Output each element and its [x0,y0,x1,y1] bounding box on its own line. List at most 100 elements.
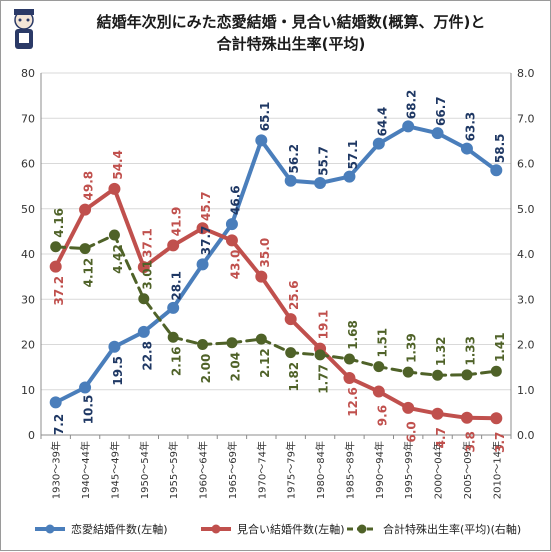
data-label: 41.9 [170,207,184,237]
data-label: 6.0 [405,421,419,442]
data-label: 37.2 [52,276,66,306]
data-label: 55.7 [317,146,331,176]
data-label: 19.5 [111,356,125,386]
data-point [402,366,414,378]
axes [40,73,512,439]
series-line-0 [53,124,499,405]
data-point [255,270,268,283]
series-line-1 [53,186,499,421]
data-label: 1.68 [346,320,360,350]
data-point [79,203,92,216]
data-label: 64.4 [375,107,389,137]
legend-entry-label: 見合い結婚件数(左軸) [237,522,345,536]
data-point [372,137,385,150]
data-label: 43.0 [228,250,242,280]
data-point [285,347,297,359]
data-point [343,170,356,183]
data-point [167,239,180,252]
y-axis-left: 0 10 20 30 40 50 60 70 80 [21,67,35,442]
x-tick-label: 1975～79年 [285,441,298,499]
data-label: 4.42 [111,244,125,274]
data-label: 45.7 [199,191,213,221]
data-point [108,340,121,353]
data-point [255,134,268,147]
data-point [79,243,91,255]
data-label: 1.51 [375,328,389,358]
data-point [225,234,238,247]
chart-title-line-1: 結婚年次別にみた恋愛結婚・見合い結婚数(概算、万件)と [97,13,486,31]
data-point [402,401,415,414]
x-tick-label: 1950～54年 [138,441,151,499]
data-point [461,369,473,381]
legend-swatch-marker [357,524,367,534]
data-point [137,261,150,274]
series-points [49,120,503,425]
chart-title: 結婚年次別にみた恋愛結婚・見合い結婚数(概算、万件)と 合計特殊出生率(平均) [97,13,486,53]
data-point [255,333,267,345]
data-label: 1.33 [463,336,477,366]
data-point [225,218,238,231]
y-left-tick-label: 10 [21,384,35,397]
data-point [373,361,385,373]
data-label: 37.1 [140,228,154,258]
data-point [284,174,297,187]
data-label: 68.2 [405,90,419,120]
x-tick-label: 1955～59年 [167,441,180,499]
y-left-tick-label: 70 [21,112,35,125]
data-point [460,411,473,424]
data-label: 4.12 [82,258,96,288]
x-tick-label: 1970～74年 [255,441,268,499]
data-label: 49.8 [82,171,96,201]
data-point [196,222,209,235]
data-label: 2.04 [228,352,242,382]
data-label: 2.12 [258,348,272,378]
x-tick-label: 1990～94年 [373,441,386,499]
data-point [432,369,444,381]
data-label: 3.7 [493,432,507,453]
data-label: 1.77 [317,364,331,394]
data-label: 58.5 [493,133,507,163]
data-point [108,182,121,195]
data-label: 4.7 [434,427,448,448]
legend-entry-label: 合計特殊出生率(平均)(右軸) [383,522,521,536]
data-label: 9.6 [375,405,389,426]
data-label: 2.00 [199,354,213,384]
data-point [431,407,444,420]
data-label: 10.5 [82,395,96,425]
data-point [490,164,503,177]
y-left-tick-label: 40 [21,248,35,261]
data-point [50,241,62,253]
x-tick-label: 2000～04年 [432,441,445,499]
y-right-tick-label: 5.0 [517,203,535,216]
x-tick-label: 2010～14年 [490,441,503,499]
data-point [108,229,120,241]
data-label: 37.7 [199,226,213,256]
x-tick-label: 2005～09年 [461,441,474,499]
x-tick-label: 1945～49年 [108,441,121,499]
data-label: 25.6 [287,280,301,310]
x-tick-label: 1930～39年 [50,441,63,499]
data-label: 3.01 [140,260,154,290]
data-label: 63.3 [463,112,477,142]
data-point [490,412,503,425]
data-label: 4.16 [52,208,66,238]
data-point [372,385,385,398]
y-right-tick-label: 8.0 [517,67,535,80]
data-label: 1.39 [405,333,419,363]
data-label: 54.4 [111,150,125,180]
data-point [431,127,444,140]
data-label: 22.8 [140,341,154,371]
y-left-tick-label: 30 [21,293,35,306]
data-label: 46.6 [228,185,242,215]
chart-title-line-2: 合計特殊出生率(平均) [216,35,366,53]
data-point [49,396,62,409]
x-tick-label: 1985～89年 [343,441,356,499]
y-right-tick-label: 7.0 [517,112,535,125]
data-label: 1.82 [287,362,301,392]
data-point [226,337,238,349]
data-label: 3.8 [463,431,477,452]
data-label: 35.0 [258,238,272,268]
legend-swatch-marker [45,524,55,534]
y-left-tick-label: 60 [21,158,35,171]
